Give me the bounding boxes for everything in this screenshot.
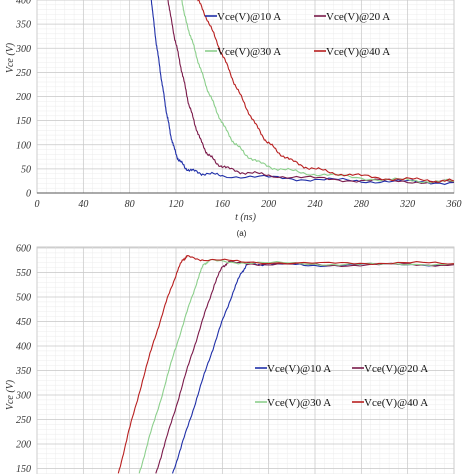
y-tick-label: 200	[16, 92, 31, 103]
chart-b: 150 200 250 300 350 400 450 500 550 600 Vce (V) Vce…	[5, 244, 455, 474]
chart-a: 0 50 100 150 200 250 300 350 400 0 40 80 120 160 200 24…	[5, 0, 462, 238]
x-tick-label: 120	[169, 199, 184, 210]
y-tick-label: 500	[16, 293, 31, 304]
x-tick-label: 80	[125, 199, 135, 210]
y-axis-label: Vce (V)	[5, 42, 16, 73]
y-tick-label: 600	[16, 244, 31, 255]
series-line	[181, 0, 454, 184]
series-line	[117, 255, 454, 474]
legend-label: Vce(V)@10 A	[267, 363, 331, 375]
y-axis-label: Vce (V)	[5, 379, 16, 410]
legend-label: Vce(V)@30 A	[267, 397, 331, 409]
x-tick-label: 360	[446, 199, 462, 210]
series-line	[155, 260, 454, 474]
x-tick-label: 40	[78, 199, 88, 210]
legend-label: Vce(V)@20 A	[364, 363, 428, 375]
y-tick-label: 100	[16, 140, 31, 151]
y-tick-label: 450	[16, 317, 31, 328]
x-tick-label: 320	[399, 199, 415, 210]
x-tick-label: 160	[215, 199, 230, 210]
y-tick-label: 350	[15, 366, 31, 377]
y-tick-label: 200	[16, 440, 31, 451]
legend-label: Vce(V)@40 A	[364, 397, 428, 409]
y-tick-label: 400	[16, 342, 31, 353]
y-tick-label: 550	[16, 268, 31, 279]
y-tick-label: 50	[21, 164, 31, 175]
series-line	[197, 0, 454, 183]
series-line	[150, 0, 454, 185]
series-line	[138, 258, 454, 474]
caption: (a)	[237, 229, 247, 238]
y-tick-label: 150	[16, 116, 31, 127]
x-axis-label: t (ns)	[235, 212, 257, 223]
y-tick-label: 150	[16, 464, 31, 474]
x-tick-label: 280	[354, 199, 369, 210]
y-tick-label: 300	[15, 44, 31, 55]
y-tick-label: 250	[16, 68, 31, 79]
y-tick-label: 250	[16, 415, 31, 426]
legend-label: Vce(V)@20 A	[326, 11, 390, 23]
y-tick-label: 400	[16, 0, 31, 7]
y-tick-label: 350	[15, 20, 31, 31]
y-tick-label: 300	[15, 391, 31, 402]
legend-label: Vce(V)@10 A	[217, 11, 281, 23]
x-tick-label: 240	[308, 199, 323, 210]
series-line	[171, 262, 454, 474]
legend-label: Vce(V)@30 A	[217, 46, 281, 58]
x-tick-label: 200	[261, 199, 276, 210]
series-line	[167, 0, 454, 184]
legend-label: Vce(V)@40 A	[326, 46, 390, 58]
x-tick-label: 0	[35, 199, 40, 210]
y-tick-label: 0	[26, 189, 31, 200]
